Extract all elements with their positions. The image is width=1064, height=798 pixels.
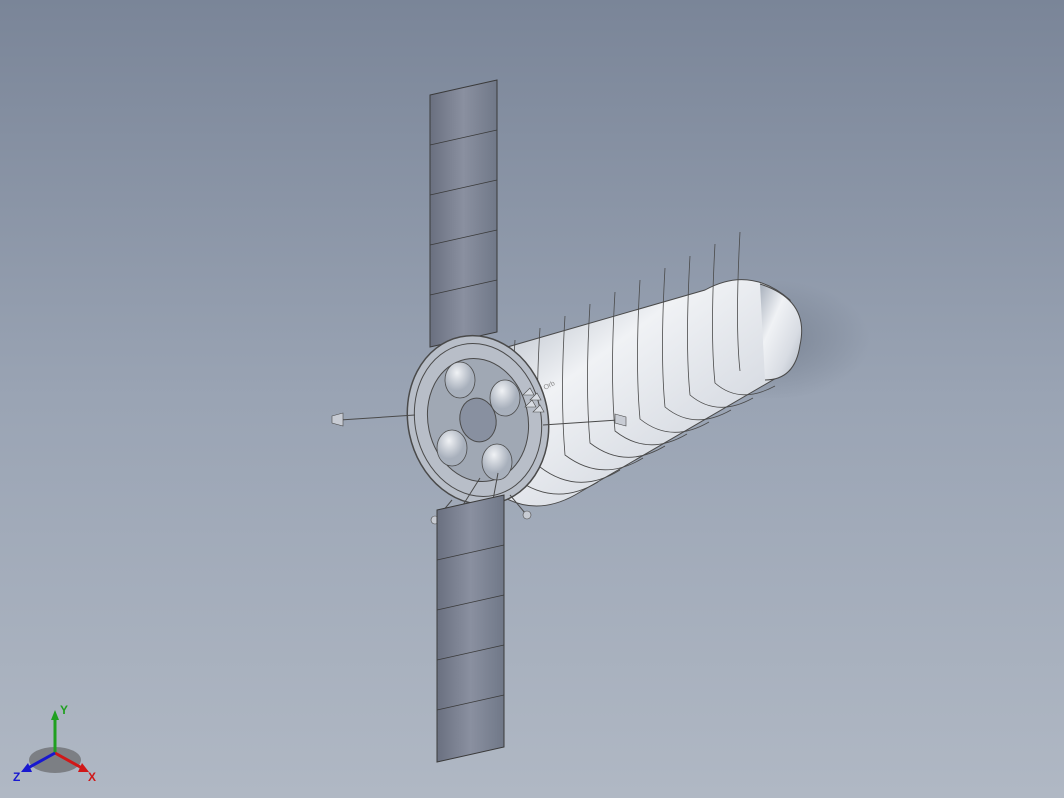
solar-panel-bottom (437, 473, 504, 762)
y-axis-arrow (51, 710, 59, 720)
z-axis-label: Z (13, 770, 20, 784)
solar-panel-top (430, 80, 497, 370)
model-canvas: Orb (0, 0, 1064, 798)
x-axis-label: X (88, 770, 96, 784)
y-axis-label: Y (60, 703, 68, 717)
orientation-triad[interactable]: Y X Z (10, 698, 100, 788)
cad-viewport[interactable]: Orb (0, 0, 1064, 798)
